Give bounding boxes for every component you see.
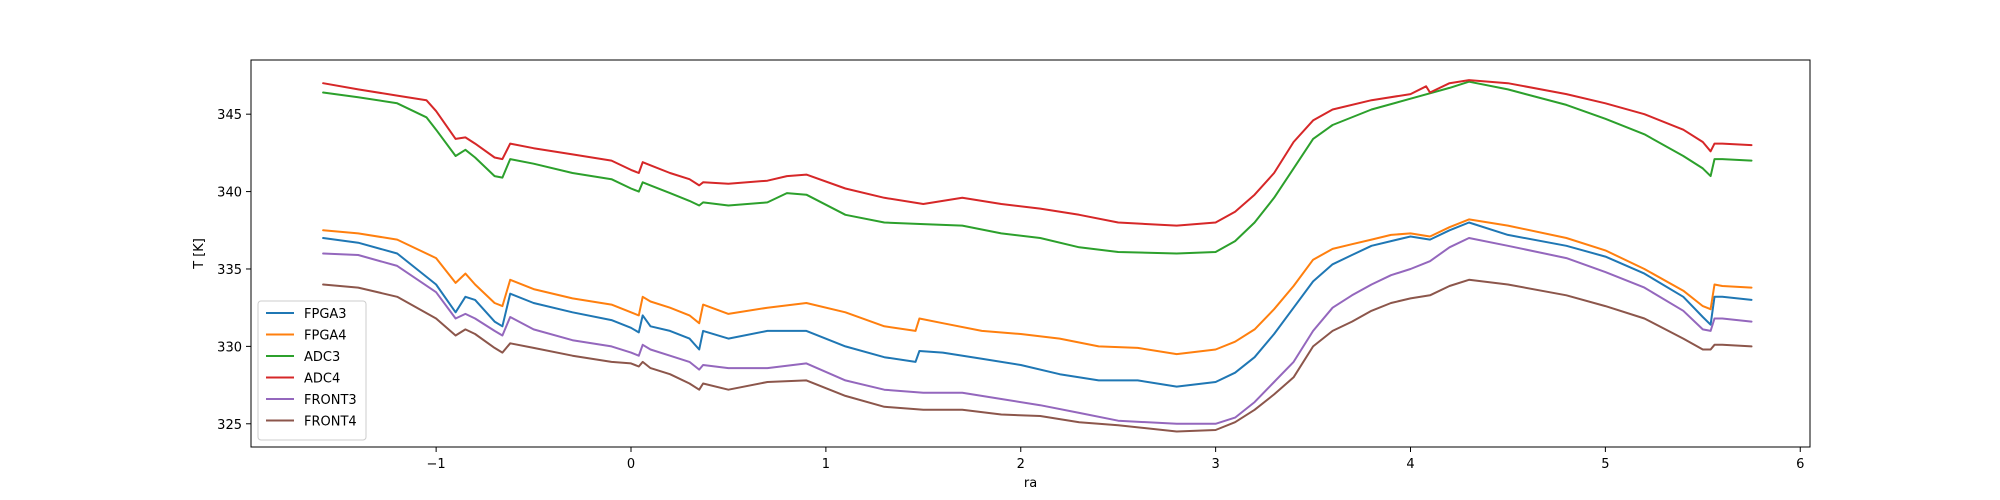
y-axis-label: T [K]	[192, 238, 207, 270]
series-line-fpga3	[322, 221, 1753, 388]
plot-frame	[250, 59, 1811, 448]
x-tick-label: 4	[1406, 457, 1414, 472]
legend-label: ADC4	[304, 372, 340, 387]
x-tick-label: 2	[1017, 457, 1025, 472]
legend-label: ADC3	[304, 350, 340, 365]
x-tick-label: 6	[1796, 457, 1804, 472]
legend-label: FPGA3	[304, 307, 347, 322]
y-axis: 325 330 335 340 345	[217, 108, 251, 433]
series-layer	[322, 79, 1753, 433]
x-axis-label: ra	[1024, 476, 1037, 491]
x-tick-label: −1	[427, 457, 446, 472]
series-line-fpga4	[322, 218, 1753, 356]
legend-label: FRONT4	[304, 415, 357, 430]
legend-box	[257, 300, 367, 441]
x-axis: −1 0 1 2 3 4 5 6	[427, 447, 1804, 472]
series-line-front3	[322, 237, 1753, 425]
y-tick-label: 340	[217, 186, 242, 201]
x-tick-label: 1	[822, 457, 830, 472]
series-line-adc3	[322, 80, 1753, 255]
series-line-front4	[322, 278, 1753, 433]
y-tick-label: 335	[217, 263, 242, 278]
legend: FPGA3 FPGA4 ADC3 ADC4 FRONT3 FRONT4	[257, 300, 367, 441]
y-tick-label: 325	[217, 418, 242, 433]
y-tick-label: 330	[217, 340, 242, 355]
legend-label: FRONT3	[304, 393, 357, 408]
y-tick-label: 345	[217, 108, 242, 123]
x-tick-label: 3	[1211, 457, 1219, 472]
x-tick-label: 5	[1601, 457, 1609, 472]
x-tick-label: 0	[627, 457, 635, 472]
series-line-adc4	[322, 79, 1753, 227]
legend-label: FPGA4	[304, 329, 347, 344]
